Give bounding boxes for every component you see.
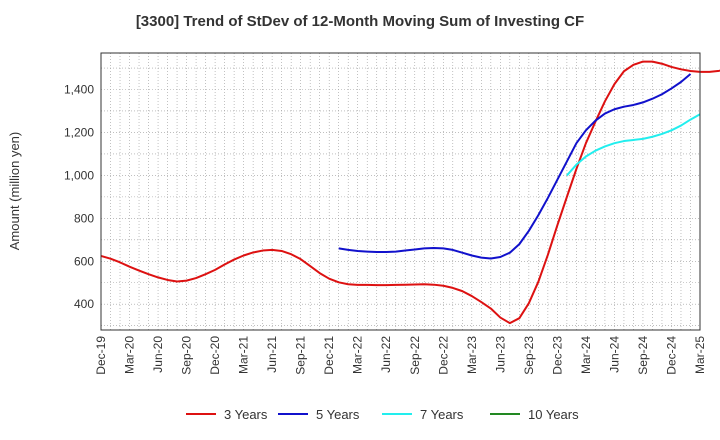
y-axis-tick-labels: 400 600 800 1,000 1,200 1,400 <box>64 83 94 312</box>
y-tick-label: 1,200 <box>64 125 94 139</box>
y-tick-label: 1,000 <box>64 168 94 182</box>
x-tick-label: Sep-22 <box>408 336 422 375</box>
series-lines <box>100 60 720 325</box>
grid-lines <box>101 53 700 330</box>
y-tick-label: 800 <box>74 211 94 225</box>
x-tick-label: Dec-24 <box>664 336 678 375</box>
series-line-7-years <box>566 113 701 177</box>
x-tick-label: Jun-20 <box>151 336 165 373</box>
legend-label: 5 Years <box>316 407 360 422</box>
x-tick-label: Jun-23 <box>493 336 507 373</box>
x-tick-label: Mar-20 <box>123 336 137 374</box>
plot-area <box>101 53 700 330</box>
y-tick-label: 400 <box>74 297 94 311</box>
legend-label: 7 Years <box>420 407 464 422</box>
x-tick-label: Mar-24 <box>579 336 593 374</box>
legend: 3 Years 5 Years 7 Years 10 Years <box>186 407 579 422</box>
y-tick-label: 1,400 <box>64 83 94 97</box>
y-axis-label: Amount (million yen) <box>7 132 22 251</box>
x-tick-label: Dec-22 <box>436 336 450 375</box>
x-tick-label: Sep-23 <box>522 336 536 375</box>
x-tick-label: Jun-24 <box>607 336 621 373</box>
legend-label: 10 Years <box>528 407 579 422</box>
x-tick-label: Mar-21 <box>237 336 251 374</box>
x-tick-label: Mar-25 <box>693 336 707 374</box>
x-tick-label: Mar-23 <box>465 336 479 374</box>
series-line-3-years <box>100 60 720 325</box>
x-tick-label: Sep-24 <box>636 336 650 375</box>
x-axis-tick-labels: Dec-19 Mar-20 Jun-20 Sep-20 Dec-20 Mar-21 Jun-… <box>94 336 707 375</box>
x-tick-label: Jun-22 <box>379 336 393 373</box>
x-tick-label: Sep-20 <box>180 336 194 375</box>
x-tick-label: Dec-23 <box>550 336 564 375</box>
x-tick-label: Mar-22 <box>351 336 365 374</box>
legend-label: 3 Years <box>224 407 268 422</box>
x-tick-label: Dec-20 <box>208 336 222 375</box>
x-tick-label: Dec-19 <box>94 336 108 375</box>
x-tick-label: Jun-21 <box>265 336 279 373</box>
x-tick-label: Dec-21 <box>322 336 336 375</box>
series-line-5-years <box>338 73 692 260</box>
x-tick-label: Sep-21 <box>294 336 308 375</box>
y-tick-label: 600 <box>74 254 94 268</box>
plot-frame <box>100 52 701 331</box>
chart-title: [3300] Trend of StDev of 12-Month Moving… <box>135 13 585 30</box>
